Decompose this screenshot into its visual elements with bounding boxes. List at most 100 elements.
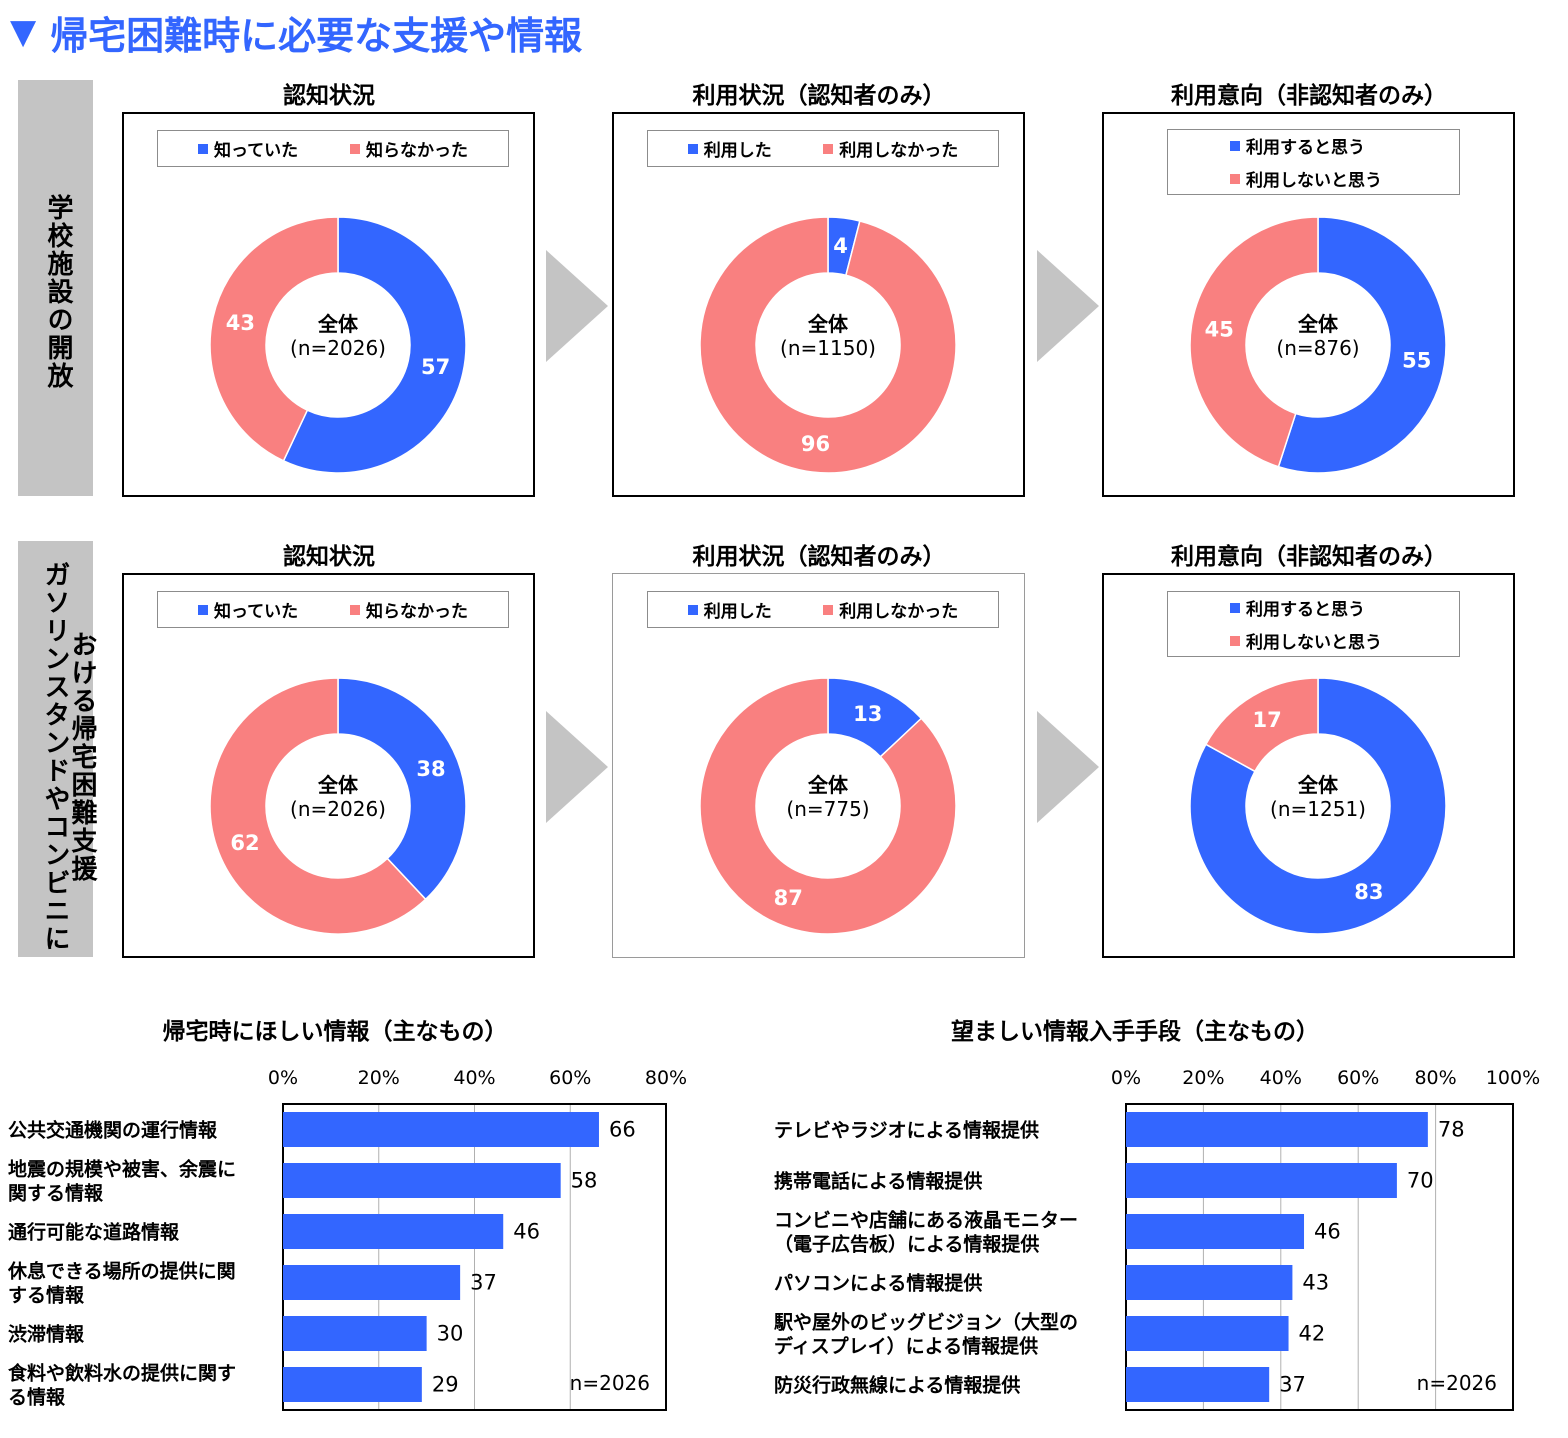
category-label: 食料や飲料水の提供に関す — [8, 1362, 236, 1385]
legend-usage-2: 利用した 利用しなかった — [647, 591, 999, 628]
bar-value-label: 66 — [609, 1118, 636, 1142]
x-tick-label: 20% — [358, 1067, 400, 1089]
panel-title-intent-1: 利用意向（非認知者のみ） — [1171, 83, 1447, 109]
bar — [283, 1112, 599, 1147]
legend-label: 利用すると思う — [1246, 600, 1365, 620]
legend-swatch-pink — [1230, 635, 1240, 646]
legend-item-used: 利用した — [687, 597, 772, 622]
legend-awareness-1: 知っていた 知らなかった — [157, 130, 509, 167]
legend-label: 利用しなかった — [839, 602, 959, 622]
category-label: パソコンによる情報提供 — [774, 1272, 982, 1295]
category-label: ディスプレイ）による情報提供 — [774, 1335, 1038, 1358]
category-label: 渋滞情報 — [8, 1323, 85, 1346]
bar-value-label: 58 — [571, 1169, 598, 1193]
category-label: 通行可能な道路情報 — [8, 1221, 180, 1244]
x-tick-label: 40% — [453, 1067, 495, 1089]
bar — [283, 1316, 427, 1351]
legend-swatch-blue — [197, 143, 208, 154]
bar-value-label: 46 — [513, 1220, 540, 1244]
legend-swatch-pink — [823, 604, 834, 615]
bar-value-label: 29 — [432, 1373, 459, 1397]
bar — [1126, 1367, 1270, 1402]
bar-value-label: 37 — [1279, 1373, 1306, 1397]
donut-slice — [209, 216, 339, 462]
donut-slice — [1189, 677, 1447, 935]
x-tick-label: 60% — [549, 1067, 591, 1089]
legend-swatch-pink — [1230, 173, 1240, 184]
x-tick-label: 100% — [1486, 1067, 1540, 1089]
bar — [1126, 1265, 1293, 1300]
arrow-right-icon — [546, 711, 608, 823]
donut-value-label: 38 — [416, 757, 445, 781]
donut-n-label: (n=876) — [1276, 336, 1359, 360]
legend-label: 利用した — [703, 141, 772, 161]
donut-slice — [699, 216, 957, 474]
legend-swatch-pink — [823, 143, 834, 154]
x-tick-label: 0% — [268, 1067, 298, 1089]
legend-swatch-blue — [687, 604, 698, 615]
category-label: 携帯電話による情報提供 — [774, 1170, 982, 1193]
legend-label: 知っていた — [213, 141, 299, 161]
row-label-station: ガソリンスタンドやコンビニに おける帰宅困難支援 — [18, 541, 97, 957]
donut-center-label: 全体 — [317, 773, 359, 797]
donut-n-label: (n=1251) — [1270, 797, 1366, 821]
n-label: n=2026 — [1417, 1371, 1497, 1395]
donut-value-label: 43 — [226, 311, 255, 335]
donut-slice — [1204, 677, 1319, 773]
donut-value-label: 96 — [801, 432, 830, 456]
donut-value-label: 4 — [833, 234, 848, 258]
bar-value-label: 30 — [437, 1322, 464, 1346]
row-label-school: 学校施設の開放 — [18, 80, 93, 496]
legend-intent-1: 利用すると思う 利用しないと思う — [1167, 129, 1460, 195]
legend-label: 利用しなかった — [839, 141, 959, 161]
category-label: 関する情報 — [8, 1182, 104, 1205]
legend-swatch-pink — [350, 143, 361, 154]
donut-value-label: 62 — [230, 831, 259, 855]
arrow-right-icon — [1037, 250, 1099, 362]
category-label: る情報 — [8, 1386, 66, 1409]
bar — [1126, 1112, 1428, 1147]
legend-label: 利用しないと思う — [1246, 633, 1382, 653]
legend-item-will-use: 利用すると思う — [1230, 595, 1365, 620]
donut-slice — [282, 216, 467, 474]
category-label: 防災行政無線による情報提供 — [774, 1374, 1020, 1397]
legend-usage-1: 利用した 利用しなかった — [647, 130, 999, 167]
row-label-school-line: 学校施設の開放 — [43, 194, 73, 390]
plot-frame — [282, 1103, 667, 1411]
bar — [1126, 1316, 1289, 1351]
bar — [283, 1367, 422, 1402]
legend-label: 利用した — [703, 602, 772, 622]
legend-item-unknown: 知らなかった — [350, 136, 468, 161]
legend-item-used: 利用した — [687, 136, 772, 161]
bar-value-label: 42 — [1299, 1322, 1326, 1346]
legend-item-will-not-use: 利用しないと思う — [1230, 628, 1382, 653]
bar-value-label: 78 — [1438, 1118, 1465, 1142]
bar-chart-title-wanted-info: 帰宅時にほしい情報（主なもの） — [162, 1019, 508, 1045]
bar — [283, 1163, 561, 1198]
donut-value-label: 17 — [1252, 708, 1281, 732]
donut-value-label: 83 — [1354, 880, 1383, 904]
category-label: 地震の規模や被害、余震に — [8, 1158, 236, 1181]
donut-slice — [337, 677, 467, 901]
donut-value-label: 13 — [853, 702, 882, 726]
legend-awareness-2: 知っていた 知らなかった — [157, 591, 509, 628]
donut-slice — [699, 677, 957, 935]
legend-label: 知らなかった — [366, 141, 469, 161]
donut-slice — [1189, 216, 1319, 468]
bar — [283, 1265, 461, 1300]
page-title: ▼ 帰宅困難時に必要な支援や情報 — [10, 6, 582, 58]
donut-value-label: 55 — [1402, 349, 1431, 373]
donut-slice — [1277, 216, 1447, 474]
legend-label: 利用しないと思う — [1246, 171, 1382, 191]
category-label: 駅や屋外のビッグビジョン（大型の — [773, 1311, 1078, 1334]
x-tick-label: 20% — [1182, 1067, 1224, 1089]
legend-swatch-blue — [197, 604, 208, 615]
donut-center-label: 全体 — [1297, 312, 1339, 336]
x-tick-label: 60% — [1337, 1067, 1379, 1089]
legend-label: 知っていた — [213, 602, 299, 622]
bar-chart-title-preferred-means: 望ましい情報入手手段（主なもの） — [951, 1019, 1319, 1045]
row-label-station-line-2: おける帰宅困難支援 — [67, 631, 97, 883]
donut-n-label: (n=2026) — [290, 797, 386, 821]
